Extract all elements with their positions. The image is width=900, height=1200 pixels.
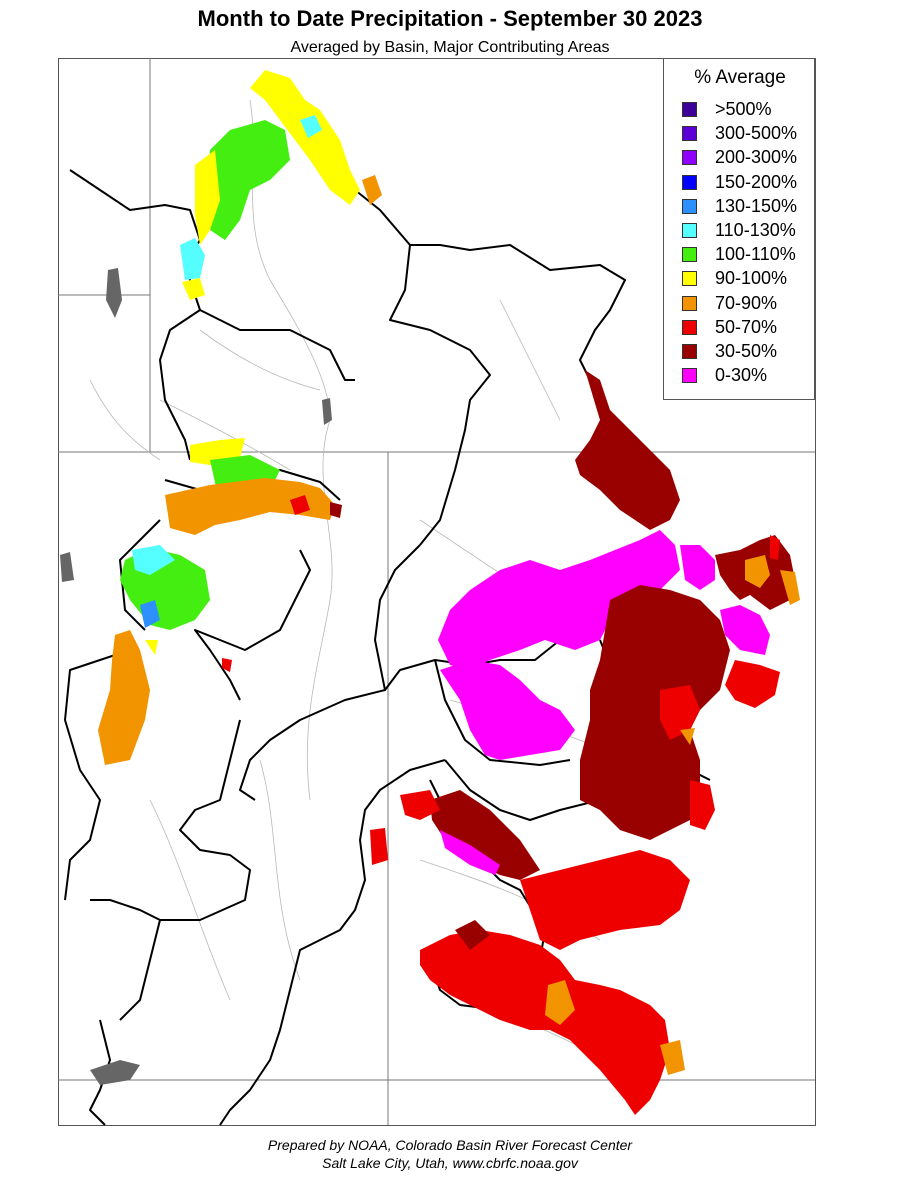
legend-label: 30-50%	[715, 341, 778, 361]
legend-swatch	[682, 223, 697, 238]
map-subtitle: Averaged by Basin, Major Contributing Ar…	[290, 39, 610, 56]
legend-title: % Average	[694, 67, 786, 88]
water-bodies	[60, 268, 332, 1085]
legend-label: 110-130%	[715, 220, 796, 240]
legend-swatch	[682, 319, 697, 335]
legend-swatch	[682, 198, 697, 214]
legend-swatch	[682, 150, 697, 166]
precip-shading-west-central	[98, 438, 342, 765]
legend-label: 100-110%	[715, 244, 796, 265]
legend-label: 90-100%	[715, 268, 788, 289]
legend-label: 70-90%	[715, 292, 778, 313]
legend-swatch	[682, 126, 697, 142]
precip-shading-east	[370, 370, 800, 1115]
map-title: Month to Date Precipitation - September …	[197, 6, 703, 31]
state-boundaries	[58, 58, 815, 1125]
legend-label: >500%	[715, 99, 772, 119]
precip-shading-north	[180, 70, 382, 300]
legend-label: 0-30%	[715, 365, 768, 386]
footer-location: Salt Lake City, Utah, www.cbrfc.noaa.gov	[322, 1155, 578, 1171]
legend-swatch	[682, 271, 697, 287]
legend-label: 50-70%	[715, 316, 778, 337]
legend-label: 130-150%	[715, 195, 798, 216]
legend-swatch	[682, 295, 697, 311]
legend-label: 300-500%	[715, 123, 798, 144]
legend-swatch	[682, 368, 697, 384]
legend-label: 150-200%	[715, 171, 798, 192]
legend-label: 200-300%	[715, 147, 798, 168]
legend-swatch	[682, 174, 697, 190]
legend-swatch	[682, 247, 697, 263]
footer-credit: Prepared by NOAA, Colorado Basin River F…	[267, 1137, 633, 1153]
legend-swatch	[682, 102, 697, 117]
map-legend: % Average >500% 300-500% 200-300% 150-200% 1…	[663, 58, 815, 400]
legend-swatch	[682, 344, 697, 359]
